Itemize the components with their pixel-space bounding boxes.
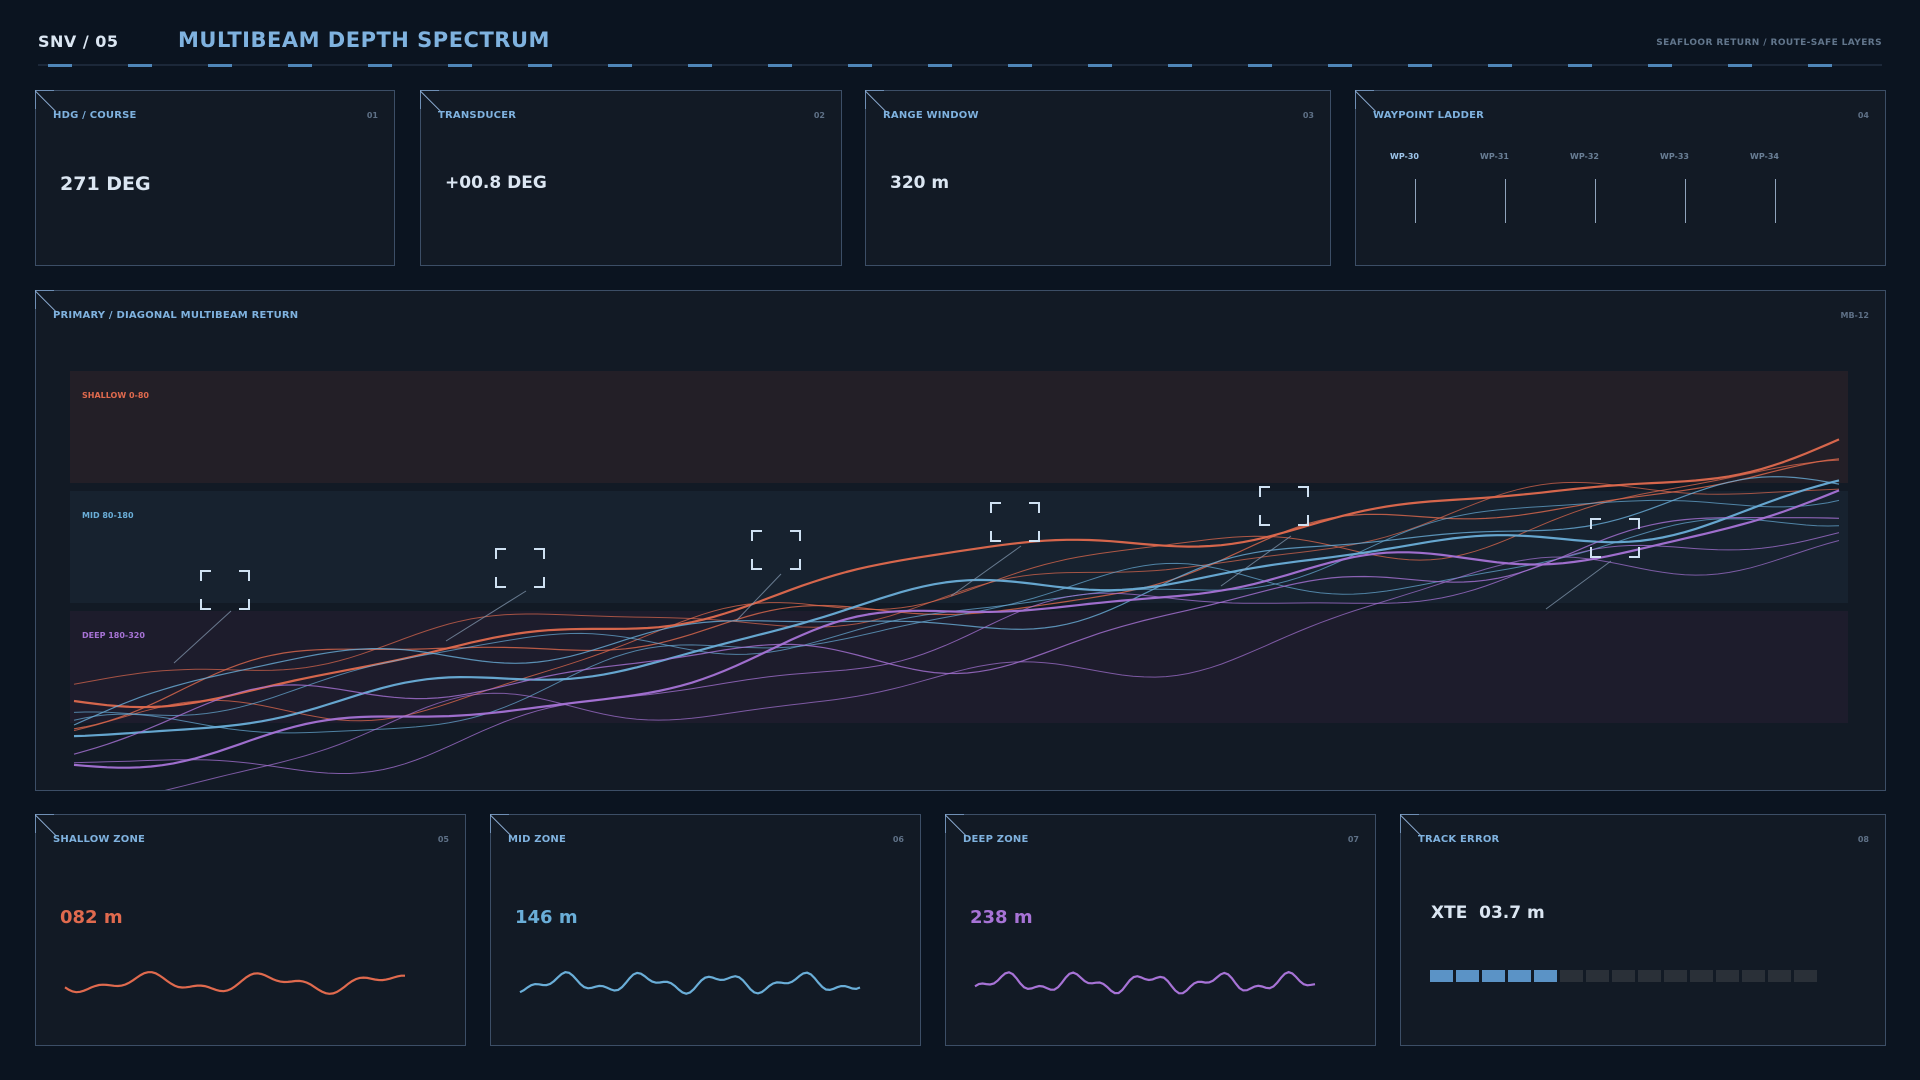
sonar-trace bbox=[164, 540, 1840, 790]
multibeam-chart: SHALLOW 0-80 MID 80-180 DEEP 180-320 bbox=[70, 371, 1848, 790]
sonar-trace bbox=[73, 438, 1840, 709]
xte-segment bbox=[1482, 970, 1505, 982]
panel-label: RANGE WINDOW bbox=[883, 110, 979, 121]
bearing-line bbox=[950, 545, 1022, 597]
sonar-trace bbox=[73, 479, 1840, 738]
transducer-value: +00.8 DEG bbox=[445, 173, 547, 193]
panel-track-error: TRACK ERROR 08 XTE 03.7 m bbox=[1400, 814, 1886, 1046]
panel-label: MID ZONE bbox=[508, 834, 567, 845]
heading-value: 271 DEG bbox=[60, 173, 151, 195]
waypoint-tick bbox=[1685, 179, 1686, 223]
band-label: MID 80-180 bbox=[82, 511, 134, 520]
deep-value: 238 m bbox=[970, 907, 1033, 928]
panel-range-window: RANGE WINDOW 03 320 m bbox=[865, 90, 1331, 266]
panel-number: 04 bbox=[1857, 111, 1869, 120]
sparkline-path bbox=[974, 970, 1316, 995]
header-rule bbox=[38, 64, 1882, 67]
panel-transducer: TRANSDUCER 02 +00.8 DEG bbox=[420, 90, 842, 266]
panel-label: PRIMARY / DIAGONAL MULTIBEAM RETURN bbox=[53, 310, 299, 321]
bearing-line bbox=[1545, 560, 1612, 610]
waypoint-tick bbox=[1595, 179, 1596, 223]
band-label: SHALLOW 0-80 bbox=[82, 391, 149, 400]
panel-label: DEEP ZONE bbox=[963, 834, 1029, 845]
waypoint-wp-31[interactable]: WP-31 bbox=[1480, 152, 1509, 161]
xte-segment bbox=[1612, 970, 1635, 982]
panel-number: 03 bbox=[1302, 111, 1314, 120]
unit-id: SNV / 05 bbox=[38, 32, 119, 51]
panel-label: WAYPOINT LADDER bbox=[1373, 110, 1485, 121]
panel-number: 06 bbox=[892, 835, 904, 844]
panel-number: 07 bbox=[1347, 835, 1359, 844]
panel-number: 05 bbox=[437, 835, 449, 844]
panel-shallow-zone: SHALLOW ZONE 05 082 m bbox=[35, 814, 466, 1046]
target-bracket[interactable] bbox=[200, 570, 250, 610]
panel-heading: HDG / COURSE 01 271 DEG bbox=[35, 90, 395, 266]
panel-label: TRACK ERROR bbox=[1418, 834, 1500, 845]
xte-segment bbox=[1716, 970, 1739, 982]
sonar-trace bbox=[73, 476, 1840, 726]
panel-number: 01 bbox=[366, 111, 378, 120]
xte-value: XTE 03.7 m bbox=[1431, 903, 1545, 923]
xte-segment bbox=[1508, 970, 1531, 982]
bearing-line bbox=[445, 590, 527, 642]
waypoint-tick bbox=[1775, 179, 1776, 223]
bearing-line bbox=[173, 610, 232, 664]
panel-label: HDG / COURSE bbox=[53, 110, 137, 121]
sparkline-path bbox=[519, 971, 861, 995]
waypoint-wp-33[interactable]: WP-33 bbox=[1660, 152, 1689, 161]
bearing-line bbox=[735, 573, 782, 622]
target-bracket[interactable] bbox=[1590, 518, 1640, 558]
page-title: MULTIBEAM DEPTH SPECTRUM bbox=[178, 28, 550, 52]
panel-deep-zone: DEEP ZONE 07 238 m bbox=[945, 814, 1376, 1046]
panel-label: TRANSDUCER bbox=[438, 110, 517, 121]
sonar-trace bbox=[73, 459, 1840, 732]
bearing-line bbox=[1220, 535, 1292, 587]
panel-number: MB-12 bbox=[1840, 311, 1869, 320]
xte-segment bbox=[1794, 970, 1817, 982]
deep-sparkline bbox=[974, 970, 1316, 995]
xte-segment bbox=[1586, 970, 1609, 982]
sonar-trace bbox=[73, 481, 1840, 685]
waypoint-wp-34[interactable]: WP-34 bbox=[1750, 152, 1779, 161]
band-label: DEEP 180-320 bbox=[82, 631, 145, 640]
mid-sparkline bbox=[519, 971, 861, 995]
panel-label: SHALLOW ZONE bbox=[53, 834, 146, 845]
depth-band bbox=[70, 491, 1848, 603]
panel-number: 02 bbox=[813, 111, 825, 120]
xte-segment bbox=[1430, 970, 1453, 982]
waypoint-tick bbox=[1415, 179, 1416, 223]
waypoint-tick bbox=[1505, 179, 1506, 223]
panel-multibeam-return: PRIMARY / DIAGONAL MULTIBEAM RETURN MB-1… bbox=[35, 290, 1886, 791]
sonar-trace bbox=[73, 518, 1840, 734]
xte-segment bbox=[1534, 970, 1557, 982]
target-bracket[interactable] bbox=[495, 548, 545, 588]
xte-segment bbox=[1690, 970, 1713, 982]
xte-segment bbox=[1638, 970, 1661, 982]
xte-segment bbox=[1664, 970, 1687, 982]
panel-waypoint-ladder: WAYPOINT LADDER 04 WP-30 WP-31 WP-32 WP-… bbox=[1355, 90, 1886, 266]
xte-segment bbox=[1560, 970, 1583, 982]
waypoint-wp-30[interactable]: WP-30 bbox=[1390, 152, 1419, 161]
target-bracket[interactable] bbox=[990, 502, 1040, 542]
shallow-value: 082 m bbox=[60, 907, 123, 928]
shallow-sparkline bbox=[64, 971, 405, 995]
panel-mid-zone: MID ZONE 06 146 m bbox=[490, 814, 921, 1046]
sonar-trace bbox=[73, 532, 1840, 774]
xte-segment bbox=[1768, 970, 1791, 982]
panel-number: 08 bbox=[1857, 835, 1869, 844]
target-bracket[interactable] bbox=[751, 530, 801, 570]
range-value: 320 m bbox=[890, 173, 950, 193]
waypoint-wp-32[interactable]: WP-32 bbox=[1570, 152, 1599, 161]
depth-band bbox=[70, 371, 1848, 483]
sparkline-path bbox=[64, 971, 405, 995]
xte-segment bbox=[1456, 970, 1479, 982]
page-subtitle: SEAFLOOR RETURN / ROUTE-SAFE LAYERS bbox=[1656, 38, 1882, 48]
xte-segment bbox=[1742, 970, 1765, 982]
mid-value: 146 m bbox=[515, 907, 578, 928]
target-bracket[interactable] bbox=[1259, 486, 1309, 526]
depth-band bbox=[70, 611, 1848, 723]
